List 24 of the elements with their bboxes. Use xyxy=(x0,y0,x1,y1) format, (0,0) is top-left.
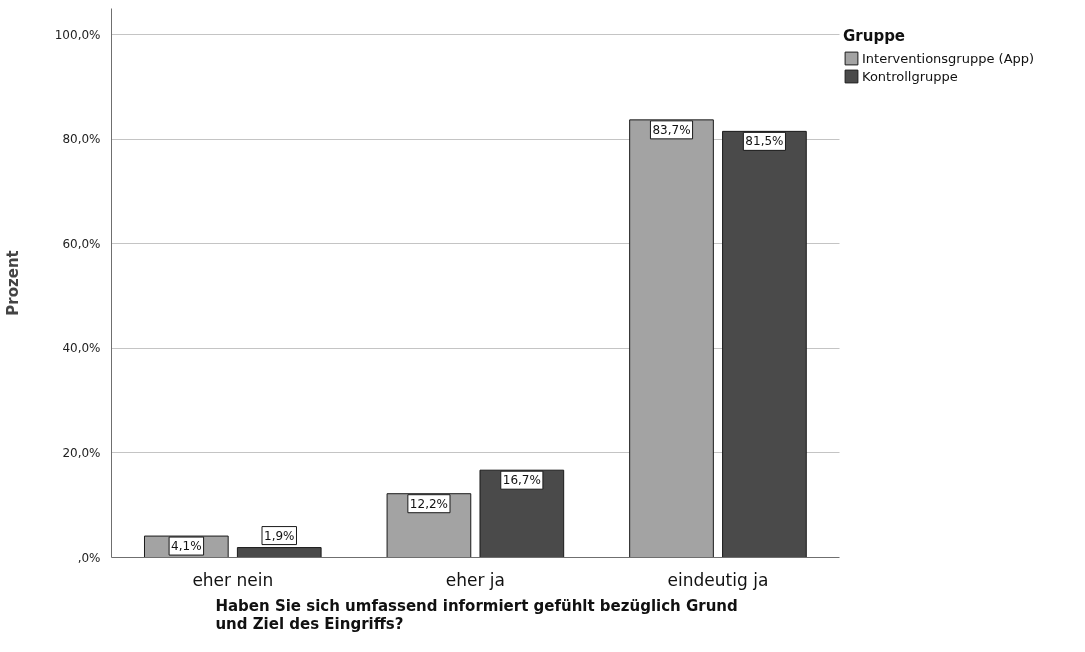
x-tick-label: eindeutig ja xyxy=(667,569,769,590)
y-tick-label: 20,0% xyxy=(62,445,101,460)
x-tick-label: eher ja xyxy=(445,569,505,590)
data-label: 12,2% xyxy=(409,496,448,511)
bar xyxy=(722,130,807,558)
bar xyxy=(629,119,714,558)
data-label: 81,5% xyxy=(745,134,784,149)
x-tick-label: eher nein xyxy=(192,569,274,590)
y-tick-label: 60,0% xyxy=(62,236,101,251)
data-label: 4,1% xyxy=(171,539,202,554)
y-axis-title: Prozent xyxy=(3,250,22,316)
y-tick-label: 100,0% xyxy=(54,27,101,42)
legend-title: Gruppe xyxy=(843,27,907,45)
data-label: 83,7% xyxy=(652,122,691,137)
x-axis-title: Haben Sie sich umfassend informiert gefühlt bezüglich Grund und Ziel des Eingriffs? xyxy=(215,596,738,633)
y-tick-label: ,0% xyxy=(77,550,101,565)
data-label: 1,9% xyxy=(264,528,295,543)
legend-label: Kontrollgruppe xyxy=(862,68,958,84)
bar xyxy=(236,547,322,558)
legend-label: Interventionsgruppe (App) xyxy=(862,50,1035,66)
y-tick-label: 40,0% xyxy=(62,341,101,356)
y-tick-label: 80,0% xyxy=(62,132,101,147)
bar xyxy=(479,469,565,558)
data-label: 16,7% xyxy=(502,473,541,488)
